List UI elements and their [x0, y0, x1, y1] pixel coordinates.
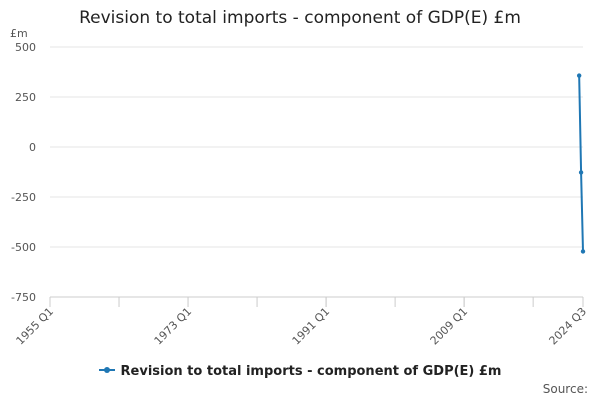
- legend-swatch: [98, 366, 115, 373]
- y-tick-label: -500: [11, 241, 36, 254]
- y-tick-label: -250: [11, 191, 36, 204]
- source-label: Source:: [542, 382, 588, 396]
- x-tick-label: 2009 Q1: [428, 305, 471, 348]
- legend-label: Revision to total imports - component of…: [120, 364, 502, 379]
- legend[interactable]: Revision to total imports - component of…: [0, 364, 600, 379]
- y-tick-label: 500: [15, 41, 36, 54]
- chart-title: Revision to total imports - component of…: [79, 8, 521, 28]
- x-tick-label: 1991 Q1: [290, 305, 333, 348]
- series-line: [578, 75, 584, 252]
- x-tick-label: 1973 Q1: [152, 305, 195, 348]
- y-tick-label: 250: [15, 91, 36, 104]
- x-tick-label: 1955 Q1: [14, 305, 57, 348]
- y-tick-label: 0: [29, 141, 36, 154]
- data-point[interactable]: [578, 170, 584, 175]
- data-point[interactable]: [580, 249, 586, 254]
- y-axis-unit-label: £m: [10, 27, 28, 40]
- data-point[interactable]: [576, 73, 582, 78]
- y-tick-label: -750: [11, 291, 36, 304]
- x-tick-label: 2024 Q3: [547, 305, 590, 348]
